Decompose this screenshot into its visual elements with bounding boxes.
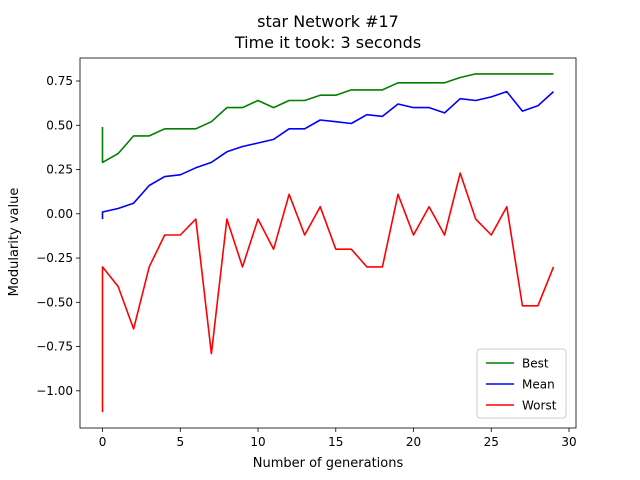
y-tick-label: −1.00 xyxy=(36,384,73,398)
legend-label-mean: Mean xyxy=(522,378,555,392)
y-tick-label: 0.75 xyxy=(46,74,73,88)
axes-frame xyxy=(79,57,577,429)
series-line-best xyxy=(101,73,554,164)
y-tick-label: −0.50 xyxy=(36,295,73,309)
x-axis-ticks: 0 5 10 15 20 25 30 xyxy=(99,428,577,449)
series-line-mean xyxy=(101,90,555,220)
legend: Best Mean Worst xyxy=(476,348,567,419)
y-tick-label: 0.50 xyxy=(46,118,73,132)
x-tick-label: 20 xyxy=(406,435,421,449)
series-layer xyxy=(101,73,555,413)
legend-label-best: Best xyxy=(522,357,549,371)
plot-area xyxy=(79,57,577,429)
y-tick-label: 0.25 xyxy=(46,163,73,177)
legend-label-worst: Worst xyxy=(522,399,557,413)
legend-box xyxy=(476,348,567,419)
chart-subtitle: Time it took: 3 seconds xyxy=(234,33,421,52)
series-line-worst xyxy=(101,172,555,413)
chart-title: star Network #17 xyxy=(257,12,399,31)
x-axis-label: Number of generations xyxy=(253,456,404,471)
x-tick-label: 5 xyxy=(176,435,184,449)
x-tick-label: 30 xyxy=(561,435,576,449)
x-tick-label: 0 xyxy=(99,435,107,449)
y-tick-label: −0.75 xyxy=(36,340,73,354)
y-axis-ticks: −1.00 −0.75 −0.50 −0.25 0.00 0.25 0.50 0.75 xyxy=(36,74,80,398)
x-tick-label: 25 xyxy=(484,435,499,449)
y-tick-label: −0.25 xyxy=(36,251,73,265)
y-axis-label: Modularity value xyxy=(7,188,22,297)
x-tick-label: 10 xyxy=(250,435,265,449)
x-tick-label: 15 xyxy=(328,435,343,449)
y-tick-label: 0.00 xyxy=(46,207,73,221)
